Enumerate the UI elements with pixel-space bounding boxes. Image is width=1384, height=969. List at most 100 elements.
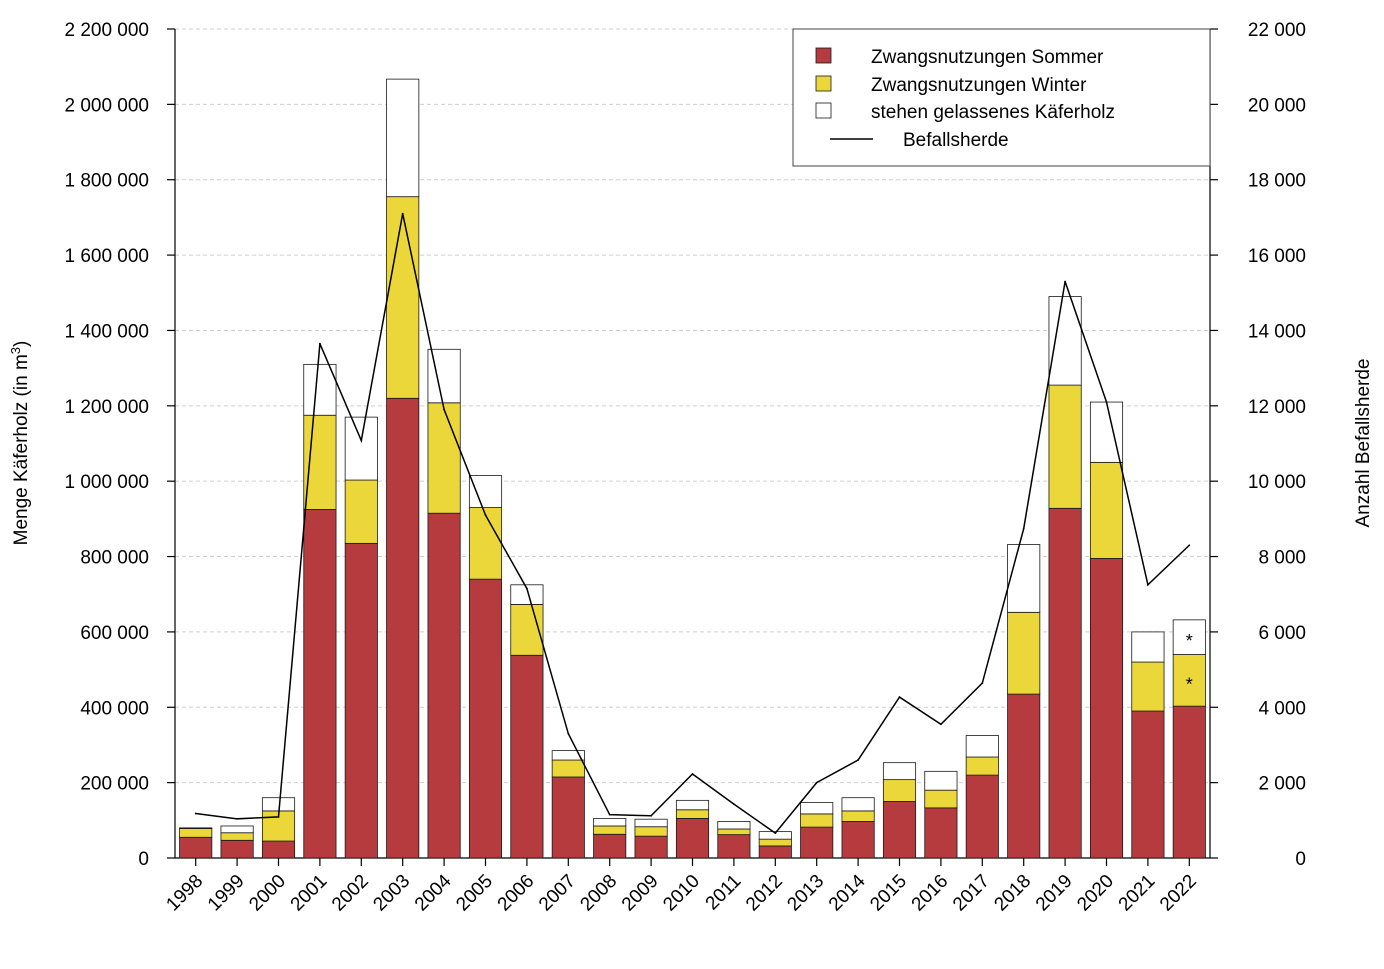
bar-1999-series-0 — [220, 839, 254, 859]
line-point-1998 — [194, 812, 197, 815]
line-point-2022 — [1188, 544, 1191, 547]
bar-2004-series-0 — [427, 512, 461, 859]
legend-label-1: Zwangsnutzungen Winter — [871, 75, 1087, 96]
bar-2018-series-2 — [1007, 544, 1041, 613]
bar-2003-series-0 — [386, 397, 420, 859]
bar-2015-series-0 — [882, 801, 917, 859]
bar-2013-series-0 — [800, 826, 834, 859]
y2-tick-label-11: 22 000 — [1248, 20, 1306, 41]
bar-2002-series-2 — [344, 416, 378, 481]
bar-2006-series-0 — [510, 654, 544, 859]
line-point-2012 — [774, 832, 777, 835]
line-point-2003 — [401, 212, 404, 215]
bar-2005-series-0 — [468, 578, 503, 859]
line-point-2002 — [360, 439, 363, 442]
y-tick-label-2: 400 000 — [80, 698, 149, 719]
y-tick-label-11: 2 200 000 — [64, 20, 149, 41]
y2-tick-label-7: 14 000 — [1248, 321, 1306, 342]
x-tick-label-2012: 2012 — [742, 871, 787, 916]
x-tick-label-2001: 2001 — [287, 871, 332, 916]
y2-tick-label-5: 10 000 — [1248, 472, 1306, 493]
bar-2013-series-1 — [800, 813, 834, 828]
legend-swatch-1 — [815, 75, 832, 92]
bar-2015-series-2 — [882, 762, 917, 781]
y2-tick-label-10: 20 000 — [1248, 95, 1306, 116]
bar-2011-series-0 — [717, 834, 751, 859]
line-point-1999 — [236, 817, 239, 820]
x-tick-label-2005: 2005 — [452, 871, 497, 916]
bar-2018-series-0 — [1007, 693, 1041, 859]
bar-2004-series-2 — [427, 348, 461, 404]
y2-tick-label-4: 8 000 — [1258, 548, 1306, 569]
y2-tick-label-8: 16 000 — [1248, 246, 1306, 267]
bar-2010-series-1 — [675, 809, 710, 819]
x-tick-label-1999: 1999 — [204, 871, 249, 916]
bar-2017-series-2 — [965, 735, 999, 758]
bar-2019-series-1 — [1048, 384, 1082, 509]
bar-2001-series-0 — [303, 509, 337, 859]
bar-2014-series-0 — [841, 821, 875, 859]
bar-2010-series-2 — [675, 799, 710, 811]
bar-2013-series-2 — [800, 802, 834, 815]
bar-2017-series-1 — [965, 756, 999, 776]
y-tick-label-6: 1 200 000 — [64, 397, 149, 418]
bar-2014-series-2 — [841, 797, 875, 812]
x-tick-label-2016: 2016 — [908, 871, 953, 916]
y-tick-label-5: 1 000 000 — [64, 472, 149, 493]
x-tick-label-2002: 2002 — [328, 871, 373, 916]
bar-2010-series-0 — [675, 818, 710, 859]
bar-2020-series-1 — [1089, 461, 1124, 559]
bar-1999-series-2 — [220, 825, 254, 834]
y-axis-title: Menge Käferholz (in m3) — [8, 341, 33, 546]
x-tick-label-2009: 2009 — [618, 871, 663, 916]
line-point-2018 — [1022, 527, 1025, 530]
bar-2009-series-1 — [634, 826, 668, 837]
y-tick-label-9: 1 800 000 — [64, 171, 149, 192]
x-tick-label-2014: 2014 — [825, 870, 870, 915]
x-tick-label-2017: 2017 — [949, 871, 994, 916]
bar-2012-series-1 — [758, 838, 792, 847]
x-tick-label-2020: 2020 — [1073, 871, 1118, 916]
line-point-2004 — [443, 408, 445, 411]
bar-2016-series-0 — [924, 807, 958, 859]
bar-2016-series-2 — [924, 770, 958, 791]
line-point-2010 — [691, 773, 694, 775]
y2-tick-label-2: 4 000 — [1258, 698, 1306, 719]
line-point-2019 — [1064, 280, 1066, 283]
y2-tick-label-9: 18 000 — [1248, 171, 1306, 192]
bar-2008-series-0 — [593, 833, 627, 859]
bar-2016-series-1 — [924, 789, 958, 809]
y-tick-label-10: 2 000 000 — [64, 95, 149, 116]
bar-2020-series-0 — [1089, 558, 1124, 859]
bar-2000-series-0 — [261, 840, 296, 859]
bar-2002-series-0 — [344, 542, 378, 859]
bar-1998-series-0 — [179, 836, 213, 859]
legend-swatch-0 — [815, 47, 832, 64]
bar-2007-series-1 — [551, 759, 585, 778]
bar-2015-series-1 — [882, 779, 917, 802]
y-tick-label-1: 200 000 — [80, 774, 149, 795]
line-point-2000 — [277, 816, 280, 818]
bar-2021-series-2 — [1131, 631, 1165, 663]
line-point-2013 — [815, 781, 818, 784]
x-tick-label-2015: 2015 — [866, 871, 911, 916]
bar-2012-series-2 — [758, 831, 792, 840]
x-tick-label-2003: 2003 — [369, 871, 414, 916]
x-tick-label-2013: 2013 — [783, 871, 828, 916]
y2-tick-label-0: 0 — [1295, 849, 1306, 870]
bar-2021-series-1 — [1131, 661, 1165, 712]
legend-label-0: Zwangsnutzungen Sommer — [871, 47, 1104, 68]
bar-2003-series-1 — [386, 196, 420, 399]
bar-1998-series-2 — [179, 827, 213, 830]
bar-2007-series-2 — [551, 750, 585, 761]
bar-2008-series-1 — [593, 825, 627, 835]
x-tick-label-2000: 2000 — [245, 871, 290, 916]
x-tick-label-1998: 1998 — [162, 871, 207, 916]
y-tick-label-7: 1 400 000 — [64, 321, 149, 342]
bar-2001-series-1 — [303, 414, 337, 510]
bar-2003-series-2 — [386, 78, 420, 198]
x-tick-label-2018: 2018 — [990, 871, 1035, 916]
x-tick-label-2010: 2010 — [659, 871, 704, 916]
bar-2009-series-0 — [634, 835, 668, 859]
line-befallsherde — [195, 213, 1190, 835]
